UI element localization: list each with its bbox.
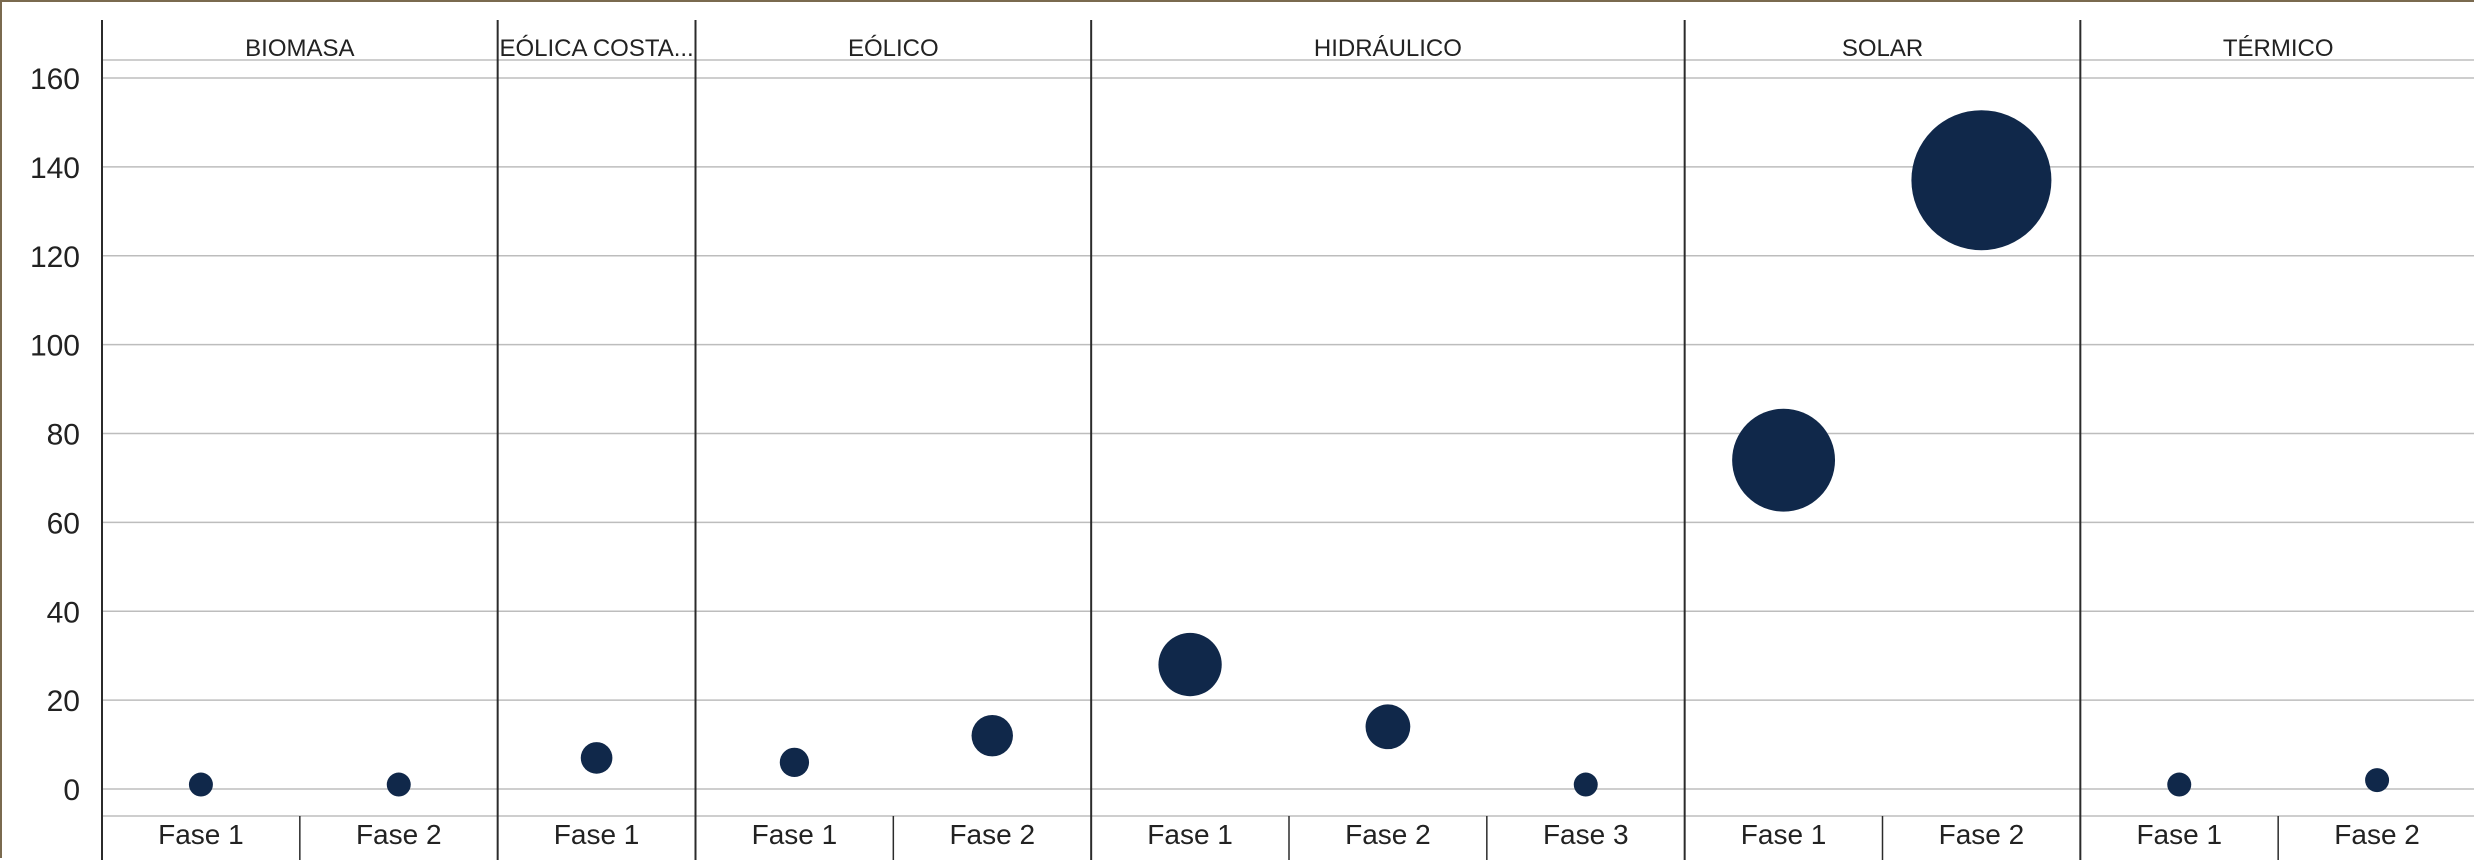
- group-header-label: SOLAR: [1842, 35, 1923, 62]
- x-category-label: Fase 2: [949, 819, 1035, 850]
- x-category-label: Fase 1: [1741, 819, 1827, 850]
- x-category-label: Fase 2: [1345, 819, 1431, 850]
- group-header-label: TÉRMICO: [2223, 35, 2334, 62]
- x-category-label: Fase 2: [1939, 819, 2025, 850]
- x-category-label: Fase 2: [356, 819, 442, 850]
- y-tick-label: 80: [47, 419, 80, 452]
- bubble-point[interactable]: [1158, 632, 1222, 697]
- y-tick-label: 140: [30, 152, 80, 185]
- x-category-label: Fase 1: [2136, 819, 2222, 850]
- bubble-point[interactable]: [580, 742, 613, 774]
- y-tick-label: 40: [47, 596, 80, 629]
- bubble-point[interactable]: [2365, 768, 2390, 793]
- x-category-label: Fase 1: [1147, 819, 1233, 850]
- bubble-point[interactable]: [971, 714, 1013, 757]
- y-tick-label: 20: [47, 685, 80, 718]
- bubble-point[interactable]: [1911, 110, 2052, 251]
- group-header-label: EÓLICA COSTA...: [499, 35, 693, 62]
- y-tick-label: 160: [30, 63, 80, 96]
- bubble-point[interactable]: [1573, 772, 1598, 797]
- bubble-point[interactable]: [188, 772, 213, 797]
- bubble-point[interactable]: [1732, 408, 1836, 512]
- x-category-label: Fase 1: [158, 819, 244, 850]
- x-category-label: Fase 1: [752, 819, 838, 850]
- x-category-label: Fase 1: [554, 819, 640, 850]
- panel-dividers: [101, 20, 2279, 860]
- bubble-point[interactable]: [2167, 772, 2192, 797]
- y-tick-label: 60: [47, 507, 80, 540]
- group-header-label: HIDRÁULICO: [1314, 35, 1462, 62]
- gridlines: [102, 59, 2474, 817]
- y-tick-label: 0: [63, 774, 80, 807]
- x-category-label: Fase 2: [2334, 819, 2420, 850]
- y-axis-ticks: 0 20 40 60 80 100 120 140 160: [30, 63, 80, 807]
- y-tick-label: 120: [30, 241, 80, 274]
- x-axis-categories: Fase 1 Fase 2 Fase 1 Fase 1 Fase 2 Fase 1 Fase…: [158, 819, 2420, 850]
- x-category-label: Fase 3: [1543, 819, 1629, 850]
- bubbles: [188, 110, 2390, 797]
- group-header-label: BIOMASA: [245, 35, 354, 62]
- bubble-point[interactable]: [386, 772, 411, 797]
- y-tick-label: 100: [30, 330, 80, 363]
- bubble-point[interactable]: [1365, 704, 1411, 750]
- group-header-label: EÓLICO: [848, 35, 939, 62]
- bubble-point[interactable]: [779, 747, 810, 777]
- group-headers: BIOMASA EÓLICA COSTA... EÓLICO HIDRÁULICO SO…: [245, 35, 2333, 62]
